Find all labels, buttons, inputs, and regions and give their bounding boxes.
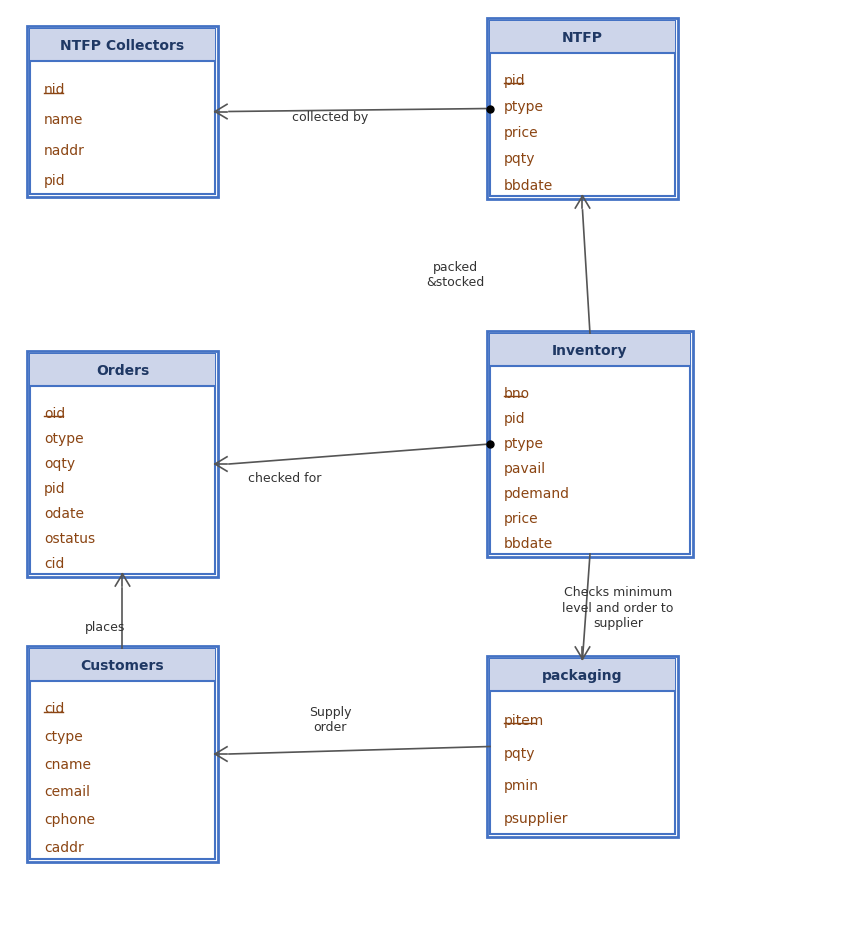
Text: pid: pid: [44, 481, 65, 496]
Bar: [30, 355, 215, 574]
Text: Checks minimum
level and order to
supplier: Checks minimum level and order to suppli…: [563, 586, 674, 629]
Bar: [30, 30, 215, 194]
Text: cid: cid: [44, 701, 65, 716]
Text: odate: odate: [44, 507, 84, 520]
Text: pqty: pqty: [504, 152, 536, 166]
Text: pdemand: pdemand: [504, 486, 570, 500]
Bar: [487, 19, 678, 200]
Bar: [490, 659, 675, 834]
Text: ptype: ptype: [504, 436, 544, 450]
Text: NTFP: NTFP: [562, 31, 603, 45]
Text: bno: bno: [504, 386, 530, 400]
Bar: [490, 22, 675, 196]
Text: cname: cname: [44, 757, 91, 771]
Bar: [27, 351, 218, 578]
Bar: [30, 30, 215, 62]
Bar: [487, 331, 693, 557]
Text: name: name: [44, 113, 83, 127]
Text: Inventory: Inventory: [552, 344, 628, 358]
Bar: [490, 334, 690, 554]
Text: pavail: pavail: [504, 462, 546, 476]
Text: checked for: checked for: [248, 471, 321, 484]
Text: packaging: packaging: [542, 668, 623, 683]
Bar: [490, 22, 675, 54]
Bar: [27, 27, 218, 198]
Text: ostatus: ostatus: [44, 531, 95, 546]
Text: NTFP Collectors: NTFP Collectors: [60, 39, 184, 53]
Text: naddr: naddr: [44, 143, 85, 158]
Text: pqty: pqty: [504, 746, 536, 760]
Text: nid: nid: [44, 83, 65, 97]
Text: price: price: [504, 126, 539, 140]
Text: ctype: ctype: [44, 729, 82, 743]
Text: cid: cid: [44, 557, 65, 571]
Bar: [490, 334, 690, 366]
Text: pitem: pitem: [504, 713, 544, 727]
Text: price: price: [504, 512, 539, 526]
Text: ptype: ptype: [504, 100, 544, 114]
Text: caddr: caddr: [44, 840, 84, 853]
Text: Supply
order: Supply order: [309, 705, 351, 733]
Text: oqty: oqty: [44, 456, 75, 470]
Bar: [27, 647, 218, 862]
Text: pid: pid: [504, 412, 525, 425]
Text: Customers: Customers: [81, 658, 164, 672]
Text: bbdate: bbdate: [504, 537, 553, 550]
Text: pmin: pmin: [504, 779, 539, 792]
Text: collected by: collected by: [292, 111, 368, 125]
Text: places: places: [85, 621, 125, 633]
Text: bbdate: bbdate: [504, 178, 553, 193]
Bar: [30, 649, 215, 859]
Text: oid: oid: [44, 406, 65, 420]
Bar: [30, 355, 215, 387]
Text: cemail: cemail: [44, 784, 90, 799]
Text: pid: pid: [504, 74, 525, 88]
Text: Orders: Orders: [96, 363, 149, 378]
Text: pid: pid: [44, 174, 65, 188]
Text: psupplier: psupplier: [504, 811, 569, 825]
Text: packed
&stocked: packed &stocked: [426, 261, 484, 289]
Bar: [490, 659, 675, 691]
Bar: [30, 649, 215, 682]
Bar: [487, 656, 678, 837]
Text: otype: otype: [44, 431, 83, 446]
Text: cphone: cphone: [44, 812, 95, 826]
